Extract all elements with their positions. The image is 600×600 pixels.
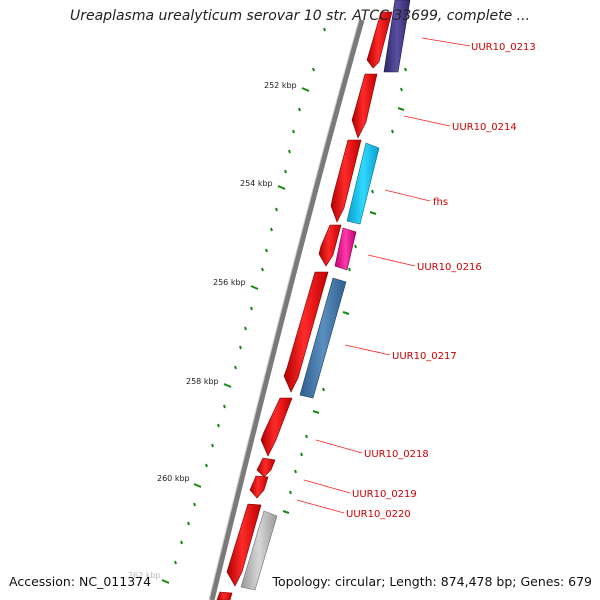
cds-arrow[interactable] — [283, 271, 329, 393]
gene-label[interactable]: UUR10_0214 — [452, 122, 517, 133]
gene-label[interactable]: UUR10_0220 — [346, 509, 411, 520]
cds-arrow[interactable] — [260, 397, 293, 457]
gene-label[interactable]: UUR10_0219 — [352, 489, 417, 500]
gene-block-fhs[interactable] — [346, 142, 380, 225]
summary-text: Topology: circular; Length: 874,478 bp; … — [272, 574, 593, 589]
label-leaders — [296, 37, 471, 514]
gene-label[interactable]: UUR10_0213 — [471, 42, 536, 53]
cds-arrow[interactable] — [249, 475, 269, 499]
gene-block-0216[interactable] — [334, 227, 357, 271]
scale-label: 256 kbp — [213, 278, 246, 287]
gene-label[interactable]: UUR10_0218 — [364, 449, 429, 460]
cds-arrow[interactable] — [216, 591, 233, 600]
gene-block-0213[interactable] — [383, 0, 411, 73]
genome-backbone-highlight — [208, 19, 360, 600]
cds-arrow[interactable] — [366, 11, 393, 69]
cds-arrow[interactable] — [330, 139, 362, 223]
cds-arrow[interactable] — [256, 457, 276, 478]
cds-arrow[interactable] — [226, 503, 262, 587]
scale-label: 254 kbp — [240, 179, 273, 188]
scale-ticks — [161, 27, 407, 584]
accession-text: Accession: NC_011374 — [9, 574, 152, 589]
gene-label[interactable]: UUR10_0216 — [417, 262, 482, 273]
scale-label: 258 kbp — [186, 377, 219, 386]
cds-arrow[interactable] — [351, 73, 378, 139]
cds-arrow[interactable] — [318, 224, 342, 267]
gene-label[interactable]: UUR10_0217 — [392, 351, 457, 362]
genome-backbone — [209, 19, 365, 600]
cds-track — [216, 11, 393, 600]
scale-label: 260 kbp — [157, 474, 190, 483]
scale-label: 252 kbp — [264, 81, 297, 90]
gene-label[interactable]: fhs — [433, 197, 448, 208]
gene-block-0220[interactable] — [240, 510, 278, 591]
map-title: Ureaplasma urealyticum serovar 10 str. A… — [69, 8, 530, 24]
scale-label: 262 kbp — [128, 571, 161, 580]
gene-block-0217[interactable] — [299, 277, 347, 399]
